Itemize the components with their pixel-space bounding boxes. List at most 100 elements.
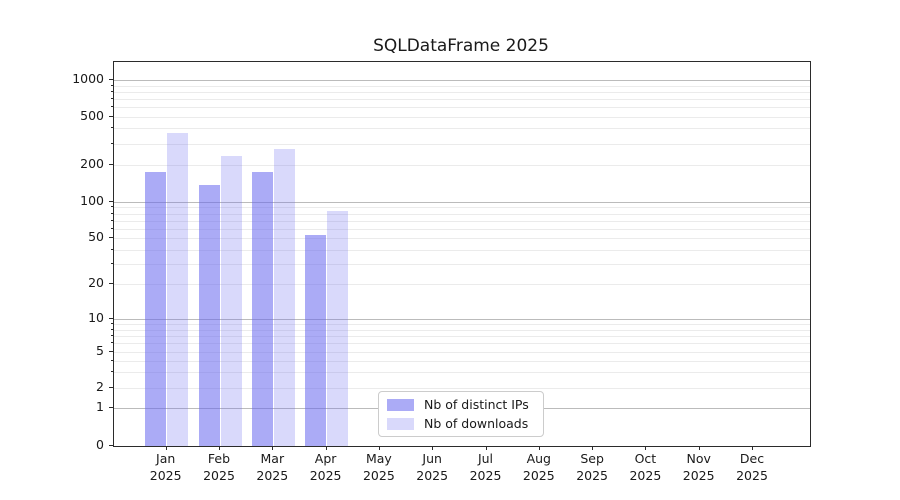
chart-title: SQLDataFrame 2025	[373, 36, 549, 56]
gridline-minor	[114, 360, 810, 362]
gridline-minor	[114, 249, 810, 251]
y-minor-tick-mark	[110, 328, 113, 330]
bar-downloads-mar	[273, 148, 295, 446]
gridline-minor	[114, 329, 810, 331]
gridline-minor	[114, 263, 810, 265]
gridline-minor	[114, 284, 810, 286]
gridline-minor	[114, 343, 810, 345]
x-tick-mark-apr	[325, 446, 327, 450]
x-tick-mark-may	[378, 446, 380, 450]
y-tick-label-500: 500	[80, 107, 104, 123]
x-tick-label-jul: Jul 2025	[469, 451, 502, 483]
x-tick-label-feb: Feb 2025	[203, 451, 235, 483]
y-minor-tick-mark	[110, 219, 113, 221]
bar-distinct-ips-mar	[251, 172, 273, 446]
y-minor-tick-mark	[110, 163, 113, 165]
y-minor-tick-mark	[110, 342, 113, 344]
gridline-minor	[114, 213, 810, 215]
y-minor-tick-mark	[110, 387, 113, 388]
y-tick-label-20: 20	[88, 275, 104, 291]
legend-label-downloads: Nb of downloads	[424, 415, 529, 431]
y-minor-tick-mark	[110, 351, 113, 352]
legend-label-distinct-ips: Nb of distinct IPs	[424, 396, 529, 412]
legend-item-distinct-ips: Nb of distinct IPs	[379, 397, 543, 413]
x-tick-label-jan: Jan 2025	[149, 451, 182, 483]
bar-distinct-ips-jan	[145, 172, 167, 446]
bar-downloads-feb	[220, 156, 242, 446]
gridline-major	[114, 201, 810, 203]
y-tick-mark-100	[109, 200, 113, 202]
bar-distinct-ips-apr	[305, 235, 327, 446]
y-minor-tick-mark	[110, 212, 113, 214]
y-minor-tick-mark	[110, 248, 113, 250]
x-tick-mark-dec	[752, 446, 753, 450]
gridline-major	[114, 80, 810, 82]
gridline-minor	[114, 92, 810, 93]
x-tick-mark-jul	[485, 446, 487, 450]
y-tick-mark-1000	[109, 79, 113, 81]
gridline-minor	[114, 372, 810, 374]
x-tick-label-sep: Sep 2025	[576, 451, 608, 483]
x-tick-mark-aug	[538, 446, 540, 450]
y-minor-tick-mark	[110, 283, 113, 285]
y-tick-label-5: 5	[96, 343, 104, 358]
y-minor-tick-mark	[110, 142, 113, 144]
x-tick-label-dec: Dec 2025	[736, 451, 768, 483]
plot-area	[113, 61, 811, 447]
y-minor-tick-mark	[110, 227, 113, 229]
y-minor-tick-mark	[110, 335, 113, 336]
y-minor-tick-mark	[110, 84, 113, 86]
gridline-minor	[114, 116, 810, 118]
x-tick-label-oct: Oct 2025	[629, 451, 662, 483]
gridline-minor	[114, 128, 810, 130]
gridline-major	[114, 319, 810, 320]
y-tick-label-10: 10	[88, 310, 104, 325]
y-minor-tick-mark	[110, 91, 113, 92]
y-minor-tick-mark	[110, 262, 113, 264]
y-tick-label-100: 100	[80, 192, 104, 208]
x-tick-label-may: May 2025	[362, 451, 395, 483]
x-tick-label-mar: Mar 2025	[256, 451, 289, 483]
y-minor-tick-mark	[110, 237, 113, 239]
gridline-minor	[114, 143, 810, 145]
gridline-minor	[114, 228, 810, 230]
x-tick-label-apr: Apr 2025	[309, 451, 342, 483]
x-tick-mark-feb	[219, 446, 220, 450]
y-minor-tick-mark	[110, 106, 113, 108]
bar-downloads-jan	[167, 132, 189, 446]
bar-downloads-apr	[327, 210, 349, 446]
y-tick-mark-0	[109, 445, 113, 446]
y-minor-tick-mark	[110, 127, 113, 129]
y-minor-tick-mark	[110, 98, 113, 99]
gridline-minor	[114, 85, 810, 87]
x-tick-label-jun: Jun 2025	[416, 451, 449, 483]
y-tick-label-200: 200	[80, 155, 104, 171]
y-minor-tick-mark	[110, 323, 113, 324]
gridline-minor	[114, 238, 810, 240]
y-tick-mark-1	[109, 407, 113, 408]
x-tick-label-nov: Nov 2025	[682, 451, 715, 483]
x-tick-mark-mar	[272, 446, 274, 450]
gridline-minor	[114, 336, 810, 337]
legend-item-downloads: Nb of downloads	[379, 416, 543, 432]
x-tick-mark-oct	[645, 446, 647, 450]
x-tick-mark-sep	[592, 446, 594, 450]
y-tick-label-2: 2	[96, 379, 104, 394]
gridline-minor	[114, 164, 810, 166]
y-tick-label-50: 50	[88, 229, 104, 245]
x-tick-mark-jun	[432, 446, 434, 450]
legend: Nb of distinct IPs Nb of downloads	[378, 391, 544, 437]
y-tick-label-1: 1	[96, 399, 104, 414]
y-minor-tick-mark	[110, 371, 113, 373]
x-tick-mark-jan	[165, 446, 167, 450]
bar-distinct-ips-feb	[198, 184, 220, 446]
y-tick-mark-10	[109, 318, 113, 319]
y-tick-label-0: 0	[96, 437, 104, 452]
legend-swatch-downloads-icon	[387, 417, 414, 430]
y-tick-label-1000: 1000	[72, 71, 104, 87]
gridline-minor	[114, 107, 810, 109]
y-minor-tick-mark	[110, 359, 113, 361]
gridline-minor	[114, 207, 810, 209]
y-minor-tick-mark	[110, 115, 113, 117]
